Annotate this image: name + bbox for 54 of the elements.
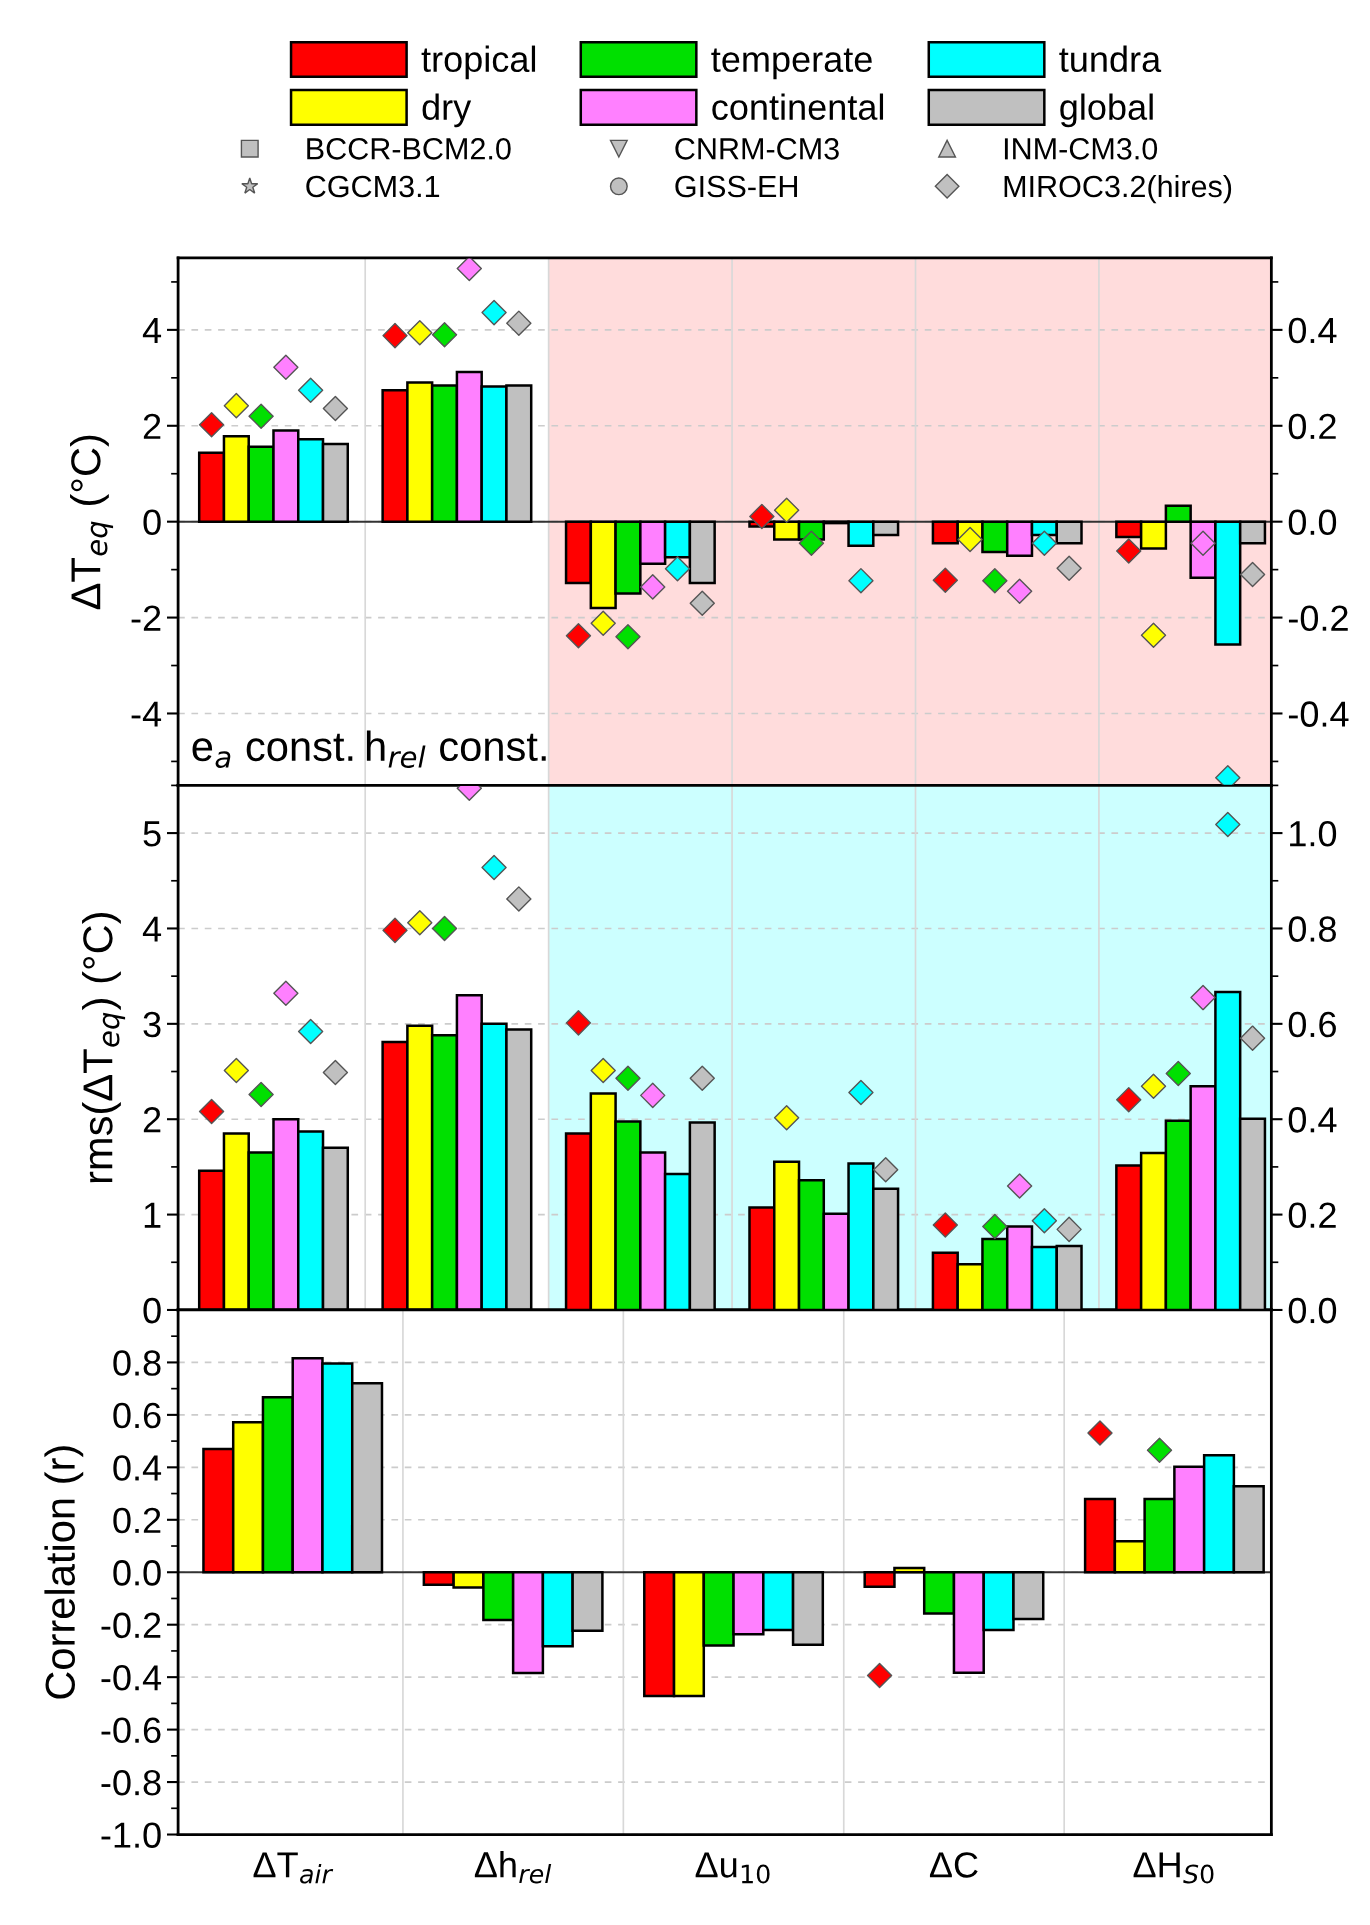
annotation: e$_{a}$ const. <box>192 733 353 769</box>
y-axis-title: rms(ΔT$_{eq}$) (°C) <box>82 913 126 1183</box>
y-tick-label: 2 <box>143 413 161 439</box>
y-tick-label: 2 <box>143 1107 161 1133</box>
y2-tick-label: 0.2 <box>1288 413 1336 440</box>
y2-tick-label: 0.4 <box>1288 317 1337 344</box>
y-tick-label: -1.0 <box>101 1822 161 1848</box>
x-tick-label: Δu$_{10}$ <box>695 1852 770 1884</box>
y-tick-label: 1 <box>144 1202 161 1228</box>
y-tick-label: 0.2 <box>113 1507 161 1534</box>
y-axis-title: ΔT$_{eq}$ (°C) <box>70 435 114 610</box>
y2-tick-label: 0.8 <box>1288 916 1336 942</box>
y-tick-label: -0.6 <box>101 1717 161 1744</box>
legend-label: global <box>1060 93 1153 128</box>
legend-label: tropical <box>421 45 536 80</box>
y-tick-label: 0 <box>143 509 161 536</box>
y-tick-label: -0.2 <box>101 1612 161 1639</box>
annotation: h$_{rel}$ const. <box>366 730 546 768</box>
x-tick-label: ΔH$_{S0}$ <box>1133 1852 1214 1884</box>
legend-label: continental <box>712 93 884 121</box>
y2-tick-label: 0.6 <box>1288 1011 1336 1038</box>
y2-tick-label: -0.2 <box>1288 605 1348 632</box>
legend-label: INM-CM3.0 <box>1004 138 1158 160</box>
legend-label: BCCR-BCM2.0 <box>307 138 511 160</box>
y-tick-label: 5 <box>143 821 161 847</box>
y-tick-label: -0.4 <box>101 1665 162 1691</box>
y2-tick-label: 0.0 <box>1288 509 1337 536</box>
legend-label: GISS-EH <box>675 175 797 198</box>
y-tick-label: 0 <box>143 1297 161 1324</box>
y-tick-label: -4 <box>131 701 162 727</box>
legend-label: temperate <box>711 48 872 80</box>
y2-tick-label: 1.0 <box>1290 820 1337 847</box>
y-tick-label: 0.4 <box>113 1455 162 1481</box>
y-axis-title: Correlation (r) <box>44 1446 84 1699</box>
y-tick-label: 0.8 <box>113 1350 161 1376</box>
y-tick-label: -0.8 <box>101 1769 161 1796</box>
y2-tick-label: 0.2 <box>1288 1202 1336 1229</box>
legend-label: CNRM-CM3 <box>675 138 839 160</box>
legend-label: dry <box>422 93 472 128</box>
legend-label: MIROC3.2(hires) <box>1004 174 1232 204</box>
y2-tick-label: -0.4 <box>1288 701 1349 727</box>
x-tick-label: ΔC <box>929 1852 978 1878</box>
y2-tick-label: 0.0 <box>1288 1297 1337 1324</box>
x-tick-label: Δh$_{rel}$ <box>474 1851 552 1884</box>
y-tick-label: -2 <box>131 605 161 631</box>
y-tick-label: 3 <box>143 1011 161 1038</box>
legend-label: CGCM3.1 <box>306 175 440 198</box>
y-tick-label: 4 <box>142 916 162 942</box>
x-tick-label: ΔT$_{air}$ <box>253 1852 334 1884</box>
y-tick-label: 0.0 <box>113 1560 161 1586</box>
legend-label: tundra <box>1059 45 1162 73</box>
y-tick-label: 0.6 <box>113 1402 161 1429</box>
y2-tick-label: 0.4 <box>1288 1107 1337 1133</box>
y-tick-label: 4 <box>142 318 162 343</box>
